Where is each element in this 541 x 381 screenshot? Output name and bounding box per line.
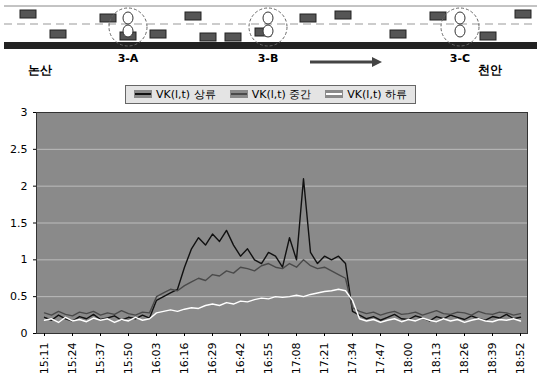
svg-text:16:16: 16:16 (178, 343, 191, 375)
svg-text:16:03: 16:03 (150, 343, 163, 375)
svg-text:15:50: 15:50 (122, 343, 135, 375)
html-text:VK(l,t) 하류: VK(l,t) 하류 (347, 87, 407, 101)
html-text:VK(l,t) 중간: VK(l,t) 중간 (251, 87, 312, 101)
svg-text:16:55: 16:55 (262, 343, 275, 375)
svg-text:17:21: 17:21 (318, 343, 331, 375)
svg-text:천안: 천안 (478, 63, 502, 77)
svg-text:17:47: 17:47 (374, 343, 387, 375)
svg-text:16:42: 16:42 (234, 343, 247, 375)
svg-text:15:24: 15:24 (66, 343, 79, 375)
svg-text:0: 0 (21, 327, 28, 340)
svg-text:논산: 논산 (28, 63, 52, 77)
svg-text:16:29: 16:29 (206, 343, 219, 375)
svg-text:1: 1 (21, 253, 28, 266)
svg-text:2: 2 (21, 180, 28, 193)
svg-text:2.5: 2.5 (10, 143, 28, 156)
svg-text:3-A: 3-A (118, 52, 139, 65)
svg-text:1.5: 1.5 (10, 217, 28, 230)
svg-text:18:52: 18:52 (514, 343, 527, 375)
svg-text:3-C: 3-C (450, 52, 470, 65)
svg-text:15:37: 15:37 (94, 343, 107, 375)
svg-text:3-B: 3-B (258, 52, 279, 65)
svg-text:0.5: 0.5 (10, 290, 28, 303)
svg-text:17:34: 17:34 (346, 343, 359, 375)
svg-text:3: 3 (21, 106, 28, 119)
svg-text:17:08: 17:08 (290, 343, 303, 375)
svg-text:18:00: 18:00 (402, 343, 415, 375)
svg-text:18:13: 18:13 (430, 343, 443, 375)
svg-text:15:11: 15:11 (38, 343, 51, 375)
svg-text:18:26: 18:26 (458, 343, 471, 375)
svg-text:18:39: 18:39 (486, 343, 499, 375)
html-text:VK(l,t) 상류: VK(l,t) 상류 (156, 87, 216, 101)
